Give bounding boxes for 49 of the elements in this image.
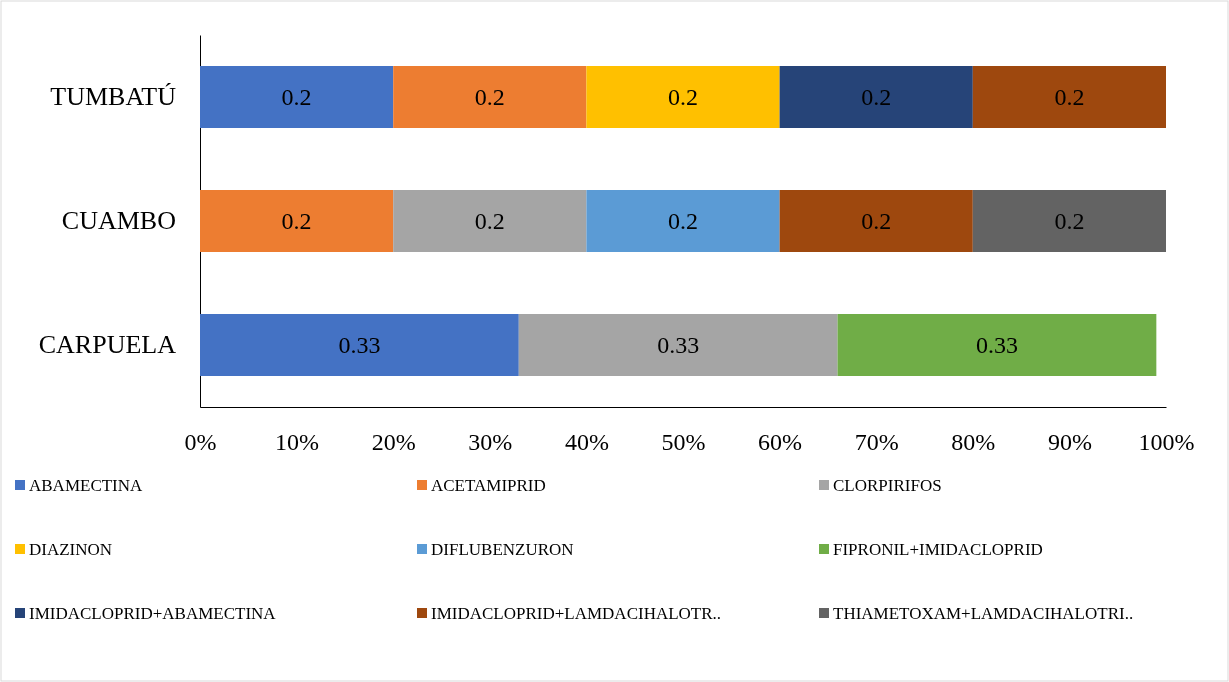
bar	[586, 66, 780, 128]
legend-label: DIFLUBENZURON	[431, 539, 574, 559]
x-tick-label: 80%	[951, 429, 996, 456]
y-tick-label: CUAMBO	[61, 206, 176, 236]
data-label: 0.33	[657, 332, 700, 359]
bar	[779, 66, 973, 128]
bar	[779, 190, 973, 252]
legend-label: CLORPIRIFOS	[833, 475, 942, 495]
y-tick-label: CARPUELA	[38, 330, 177, 360]
x-tick-label: 60%	[758, 429, 803, 456]
x-tick-label: 50%	[661, 429, 706, 456]
data-label: 0.2	[1054, 208, 1085, 235]
x-tick-label: 0%	[184, 429, 217, 456]
legend-label: ACETAMIPRID	[431, 475, 546, 495]
x-tick-label: 100%	[1138, 429, 1195, 456]
bar	[393, 66, 587, 128]
legend-label: THIAMETOXAM+LAMDACIHALOTRI..	[833, 603, 1134, 623]
legend-label: IMIDACLOPRID+LAMDACIHALOTR..	[431, 603, 722, 623]
legend-label: DIAZINON	[29, 539, 113, 559]
data-label: 0.33	[338, 332, 381, 359]
legend-label: FIPRONIL+IMIDACLOPRID	[833, 539, 1043, 559]
x-tick-label: 20%	[371, 429, 416, 456]
bar	[393, 190, 587, 252]
x-tick-label: 90%	[1047, 429, 1092, 456]
bar	[200, 190, 394, 252]
bar	[586, 190, 780, 252]
data-label: 0.2	[668, 208, 698, 235]
data-label: 0.2	[281, 208, 312, 235]
bar	[972, 66, 1166, 128]
data-label: 0.2	[474, 84, 505, 111]
data-label: 0.2	[861, 208, 892, 235]
x-tick-label: 30%	[468, 429, 513, 456]
legend-label: ABAMECTINA	[29, 475, 144, 495]
bar	[518, 314, 838, 376]
data-label: 0.2	[281, 84, 312, 111]
data-label: 0.2	[861, 84, 892, 111]
y-tick-label: TUMBATÚ	[50, 82, 177, 112]
data-label: 0.2	[474, 208, 505, 235]
legend-label: IMIDACLOPRID+ABAMECTINA	[29, 603, 277, 623]
bar	[972, 190, 1166, 252]
x-tick-label: 40%	[564, 429, 609, 456]
data-label: 0.2	[668, 84, 698, 111]
x-tick-label: 70%	[854, 429, 899, 456]
data-label: 0.2	[1054, 84, 1085, 111]
data-label: 0.33	[975, 332, 1018, 359]
x-tick-label: 10%	[275, 429, 320, 456]
bar	[837, 314, 1157, 376]
bar	[200, 314, 519, 376]
bar	[200, 66, 394, 128]
